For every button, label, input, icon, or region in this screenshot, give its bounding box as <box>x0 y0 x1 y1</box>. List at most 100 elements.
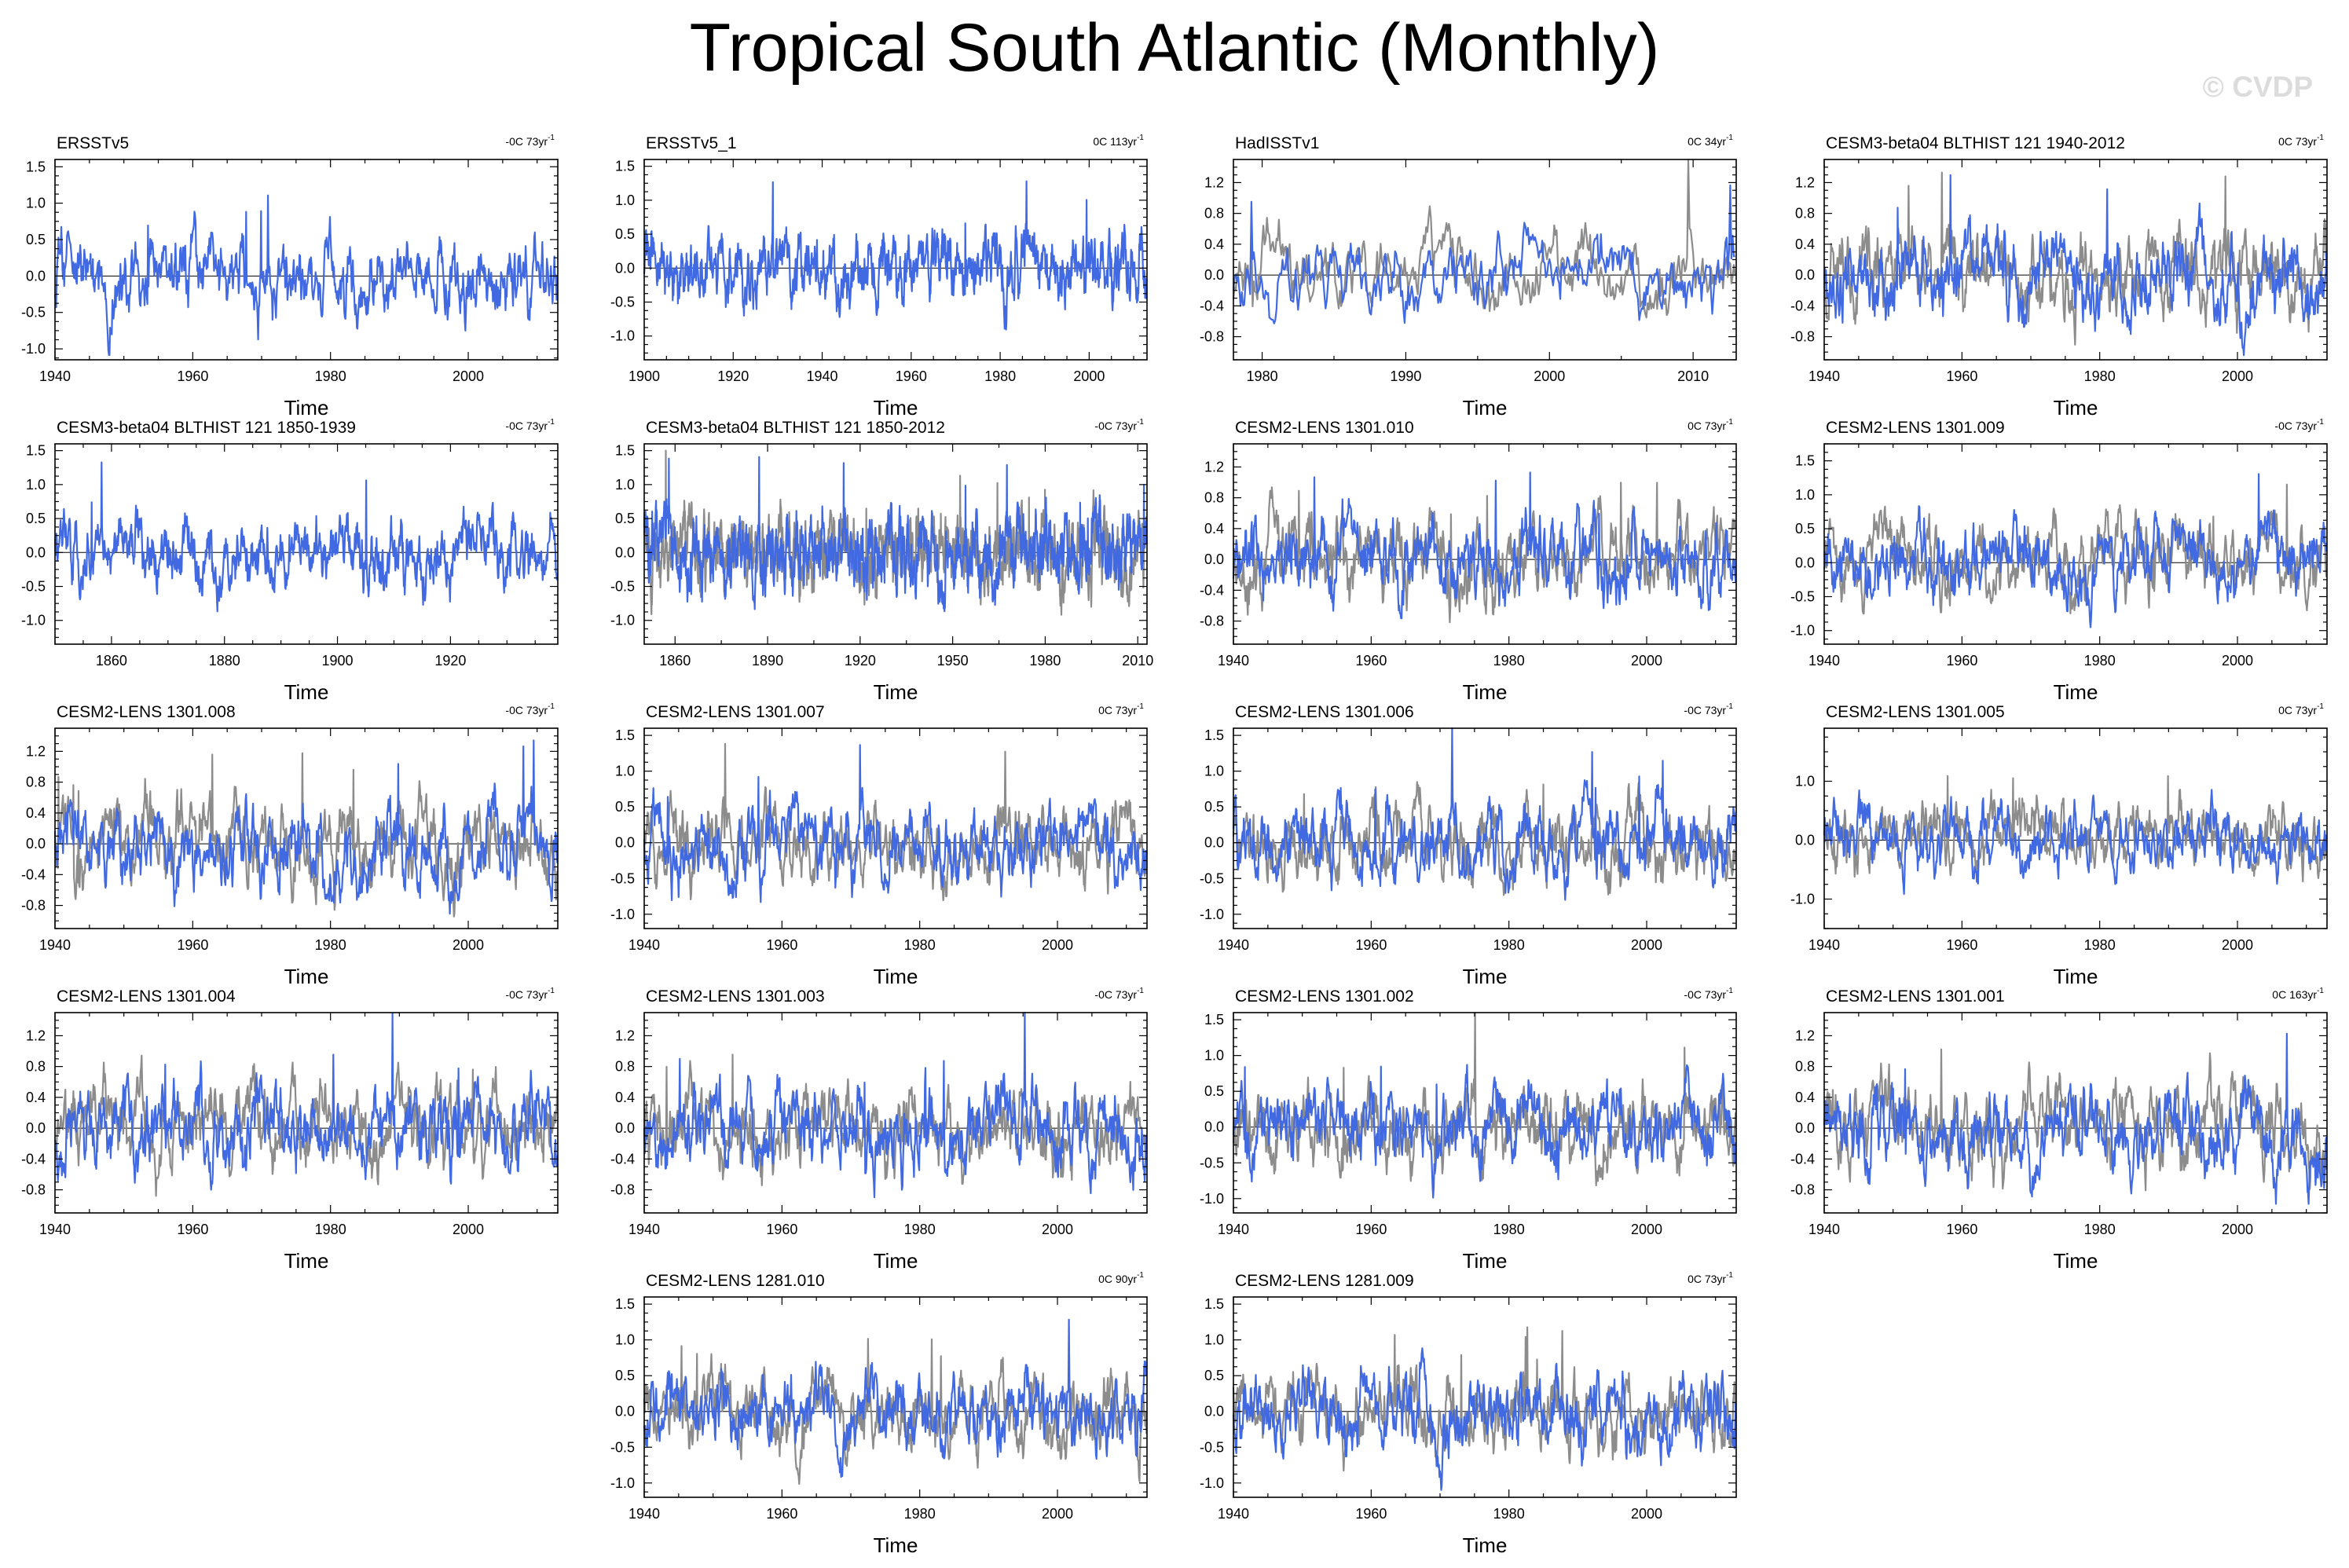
x-tick-label: 1980 <box>904 1506 936 1522</box>
y-tick-label: -0.5 <box>610 870 635 886</box>
panel-title: CESM2-LENS 1281.010 <box>646 1272 825 1290</box>
x-tick-label: 1940 <box>1218 1506 1249 1522</box>
y-tick-label: 0.5 <box>1204 799 1224 815</box>
y-tick-label: -0.5 <box>610 295 635 310</box>
y-tick-label: 1.2 <box>26 743 46 759</box>
x-axis-label: Time <box>2054 396 2098 419</box>
plot-frame <box>54 727 559 929</box>
x-axis-label: Time <box>2054 1249 2098 1273</box>
x-tick-label: 1980 <box>904 1222 936 1237</box>
panel-title: CESM2-LENS 1301.005 <box>1826 703 2005 721</box>
x-tick-label: 1900 <box>628 368 660 384</box>
x-tick-label: 1960 <box>1355 937 1387 953</box>
y-tick-label: -1.0 <box>1790 892 1815 907</box>
x-tick-label: 1950 <box>937 653 969 669</box>
x-tick-label: 1900 <box>322 653 354 669</box>
x-tick-label: 2000 <box>453 368 484 384</box>
y-tick-label: -0.8 <box>1790 1182 1815 1198</box>
y-tick-label: 0.0 <box>1795 267 1815 283</box>
y-tick-label: 0.4 <box>26 1090 46 1105</box>
y-tick-label: -0.5 <box>21 305 46 321</box>
y-tick-label: 0.8 <box>26 775 46 790</box>
y-tick-label: -1.0 <box>610 1475 635 1491</box>
x-tick-label: 1940 <box>1808 937 1840 953</box>
trend-label: 0C 90yr-1 <box>1098 1271 1144 1285</box>
x-tick-label: 1980 <box>1247 368 1278 384</box>
y-tick-label: -0.8 <box>21 898 46 914</box>
y-tick-label: 0.8 <box>1795 1059 1815 1075</box>
plot-frame <box>1233 1296 1737 1498</box>
x-tick-label: 2000 <box>453 937 484 953</box>
simulated-series-line <box>1232 727 1737 901</box>
panel-title: CESM2-LENS 1301.007 <box>646 703 825 721</box>
timeseries-panel: CESM2-LENS 1301.005 0C 73yr-1 1940 1960 1980… <box>1790 702 2328 988</box>
x-tick-label: 1860 <box>96 653 127 669</box>
y-tick-label: 1.5 <box>26 159 46 174</box>
y-tick-label: 1.5 <box>26 443 46 459</box>
y-tick-label: 1.0 <box>26 477 46 493</box>
x-tick-label: 2000 <box>1534 368 1565 384</box>
trend-label: -0C 73yr-1 <box>1094 987 1144 1001</box>
x-tick-label: 1980 <box>1029 653 1061 669</box>
y-tick-label: 1.5 <box>615 1296 635 1312</box>
y-tick-label: -1.0 <box>610 328 635 344</box>
y-tick-label: -1.0 <box>1200 1475 1224 1491</box>
y-tick-label: 1.5 <box>615 443 635 459</box>
y-tick-label: -0.5 <box>21 579 46 595</box>
x-tick-label: 1980 <box>1493 1506 1525 1522</box>
timeseries-panel: CESM2-LENS 1301.004 -0C 73yr-1 1940 1960 198… <box>21 987 559 1273</box>
x-tick-label: 2000 <box>2222 368 2253 384</box>
x-tick-label: 1990 <box>1390 368 1421 384</box>
x-axis-label: Time <box>1463 396 1508 419</box>
simulated-series-line <box>643 1318 1148 1478</box>
y-tick-label: 0.0 <box>615 260 635 276</box>
y-tick-label: 1.0 <box>615 477 635 493</box>
y-tick-label: 0.0 <box>26 1120 46 1136</box>
x-axis-label: Time <box>284 396 329 419</box>
simulated-series-line <box>643 1011 1148 1199</box>
simulated-series-line <box>53 461 559 613</box>
page-title: Tropical South Atlantic (Monthly) <box>689 10 1660 86</box>
y-tick-label: -0.5 <box>1200 1155 1224 1171</box>
y-tick-label: -0.5 <box>1200 870 1224 886</box>
x-axis-label: Time <box>874 396 918 419</box>
y-tick-label: 1.0 <box>1204 1048 1224 1064</box>
x-tick-label: 1960 <box>766 1222 797 1237</box>
x-tick-label: 1890 <box>752 653 783 669</box>
x-tick-label: 1860 <box>659 653 691 669</box>
simulated-series-line <box>1823 174 2328 357</box>
x-tick-label: 2000 <box>1042 1222 1073 1237</box>
x-tick-label: 1960 <box>766 937 797 953</box>
y-tick-label: -0.4 <box>1200 298 1224 313</box>
x-tick-label: 1960 <box>177 937 208 953</box>
plot-frame <box>1233 1012 1737 1214</box>
trend-label: 0C 73yr-1 <box>2278 702 2324 716</box>
observed-series-line <box>1232 1326 1737 1472</box>
x-tick-label: 2000 <box>1073 368 1105 384</box>
y-tick-label: -0.8 <box>1790 329 1815 345</box>
trend-label: -0C 73yr-1 <box>505 134 555 148</box>
x-tick-label: 2000 <box>1042 937 1073 953</box>
y-tick-label: 1.5 <box>1204 1012 1224 1028</box>
x-axis-label: Time <box>1463 680 1508 704</box>
y-tick-label: -0.8 <box>610 1182 635 1198</box>
plot-frame <box>643 1296 1148 1498</box>
timeseries-panel: CESM3-beta04 BLTHIST 121 1850-2012 -0C 73… <box>610 418 1153 704</box>
watermark: © CVDP <box>2202 71 2313 103</box>
y-tick-label: 1.2 <box>1204 459 1224 474</box>
y-tick-label: -1.0 <box>1200 1191 1224 1207</box>
x-tick-label: 1980 <box>984 368 1016 384</box>
y-tick-label: 0.0 <box>1204 1119 1224 1135</box>
observed-series-line <box>643 742 1148 902</box>
y-tick-label: 1.2 <box>1795 174 1815 190</box>
y-tick-label: 0.0 <box>615 1404 635 1420</box>
panel-title: CESM2-LENS 1301.010 <box>1235 419 1414 437</box>
y-tick-label: 0.4 <box>1795 1090 1815 1105</box>
simulated-series-line <box>1232 471 1737 620</box>
x-tick-label: 1940 <box>628 1506 660 1522</box>
panel-title: HadISSTv1 <box>1235 134 1319 152</box>
x-tick-label: 1940 <box>39 368 71 384</box>
x-tick-label: 2000 <box>2222 937 2253 953</box>
x-tick-label: 1960 <box>1946 368 1977 384</box>
